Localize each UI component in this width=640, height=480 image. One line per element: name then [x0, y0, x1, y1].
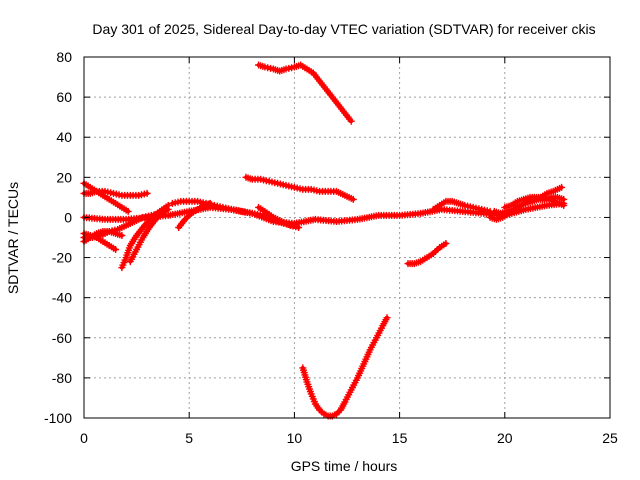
- x-tick-label: 25: [602, 430, 618, 446]
- data-point: [558, 183, 566, 191]
- data-point: [560, 201, 568, 209]
- x-axis-label: GPS time / hours: [291, 458, 398, 474]
- data-point: [112, 246, 120, 253]
- data-point: [143, 189, 151, 197]
- data-point: [206, 199, 214, 207]
- data-point: [164, 205, 172, 213]
- x-tick-label: 10: [287, 430, 303, 446]
- data-point: [347, 117, 355, 125]
- series-arc-right-3: [501, 193, 568, 211]
- y-tick-label: -100: [44, 410, 72, 426]
- y-tick-label: -60: [52, 330, 72, 346]
- series-arc-17-hump: [429, 197, 494, 215]
- series-arc-8-dip: [255, 203, 303, 231]
- chart-title: Day 301 of 2025, Sidereal Day-to-day VTE…: [92, 21, 595, 37]
- y-tick-label: 40: [56, 129, 72, 145]
- plot-frame: [83, 56, 611, 419]
- series-arc-rise-4: [175, 199, 214, 231]
- x-tick-label: 20: [497, 430, 513, 446]
- data-point: [124, 207, 132, 215]
- data-markers: [80, 61, 568, 420]
- y-tick-label: 0: [64, 209, 72, 225]
- data-point: [349, 195, 357, 203]
- data-point: [560, 195, 568, 203]
- series-arc-upper-left: [80, 187, 151, 199]
- y-axis-label: SDTVAR / TECUs: [5, 182, 21, 294]
- x-tick-label: 15: [392, 430, 408, 446]
- gridlines: [84, 57, 610, 418]
- y-tick-label: 60: [56, 89, 72, 105]
- data-point: [383, 314, 391, 322]
- x-tick-label: 0: [80, 430, 88, 446]
- y-tick-label: 20: [56, 169, 72, 185]
- data-point: [442, 240, 450, 247]
- x-tick-label: 5: [185, 430, 193, 446]
- series-arc-mid-upper: [242, 173, 357, 203]
- y-tick-label: 80: [56, 49, 72, 65]
- y-tick-label: -80: [52, 370, 72, 386]
- data-point: [118, 232, 126, 239]
- y-tick-label: -20: [52, 250, 72, 266]
- data-point: [295, 224, 303, 231]
- series-arc-dip-left-4: [126, 205, 172, 266]
- axis-ticks: 0 5 10 15 20 25 -100 -80 -60 -40 -20 0 20 40 60 80: [44, 49, 618, 446]
- series-arc-top: [255, 61, 355, 125]
- y-tick-label: -40: [52, 290, 72, 306]
- series-arc-bottom: [299, 314, 391, 420]
- series-arc-15-dip: [404, 240, 450, 268]
